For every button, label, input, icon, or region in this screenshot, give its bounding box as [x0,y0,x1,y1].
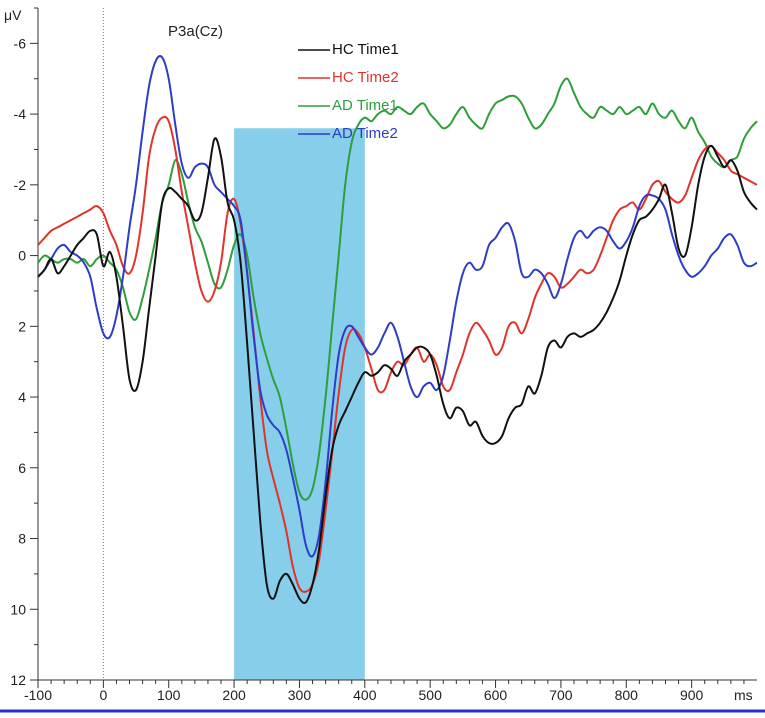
series-line-hc-time2 [37,115,758,593]
y-tick-label: 8 [18,531,26,547]
x-tick-label: 800 [615,687,639,703]
legend: HC Time1 HC Time2 AD Time1 AD Time2 [298,41,399,142]
x-axis-unit-label: ms [734,687,753,703]
axes [0,8,765,713]
y-tick-label: 10 [10,601,26,617]
legend-label-hc-time1: HC Time1 [332,41,399,58]
legend-label-hc-time2: HC Time2 [332,69,399,86]
series-line-ad-time2 [37,55,758,558]
y-tick-label: -2 [14,177,27,193]
x-tick-label: 600 [484,687,508,703]
y-tick-label: 0 [18,248,26,264]
x-tick-label: 200 [222,687,246,703]
text-layer: μV ms P3a(Cz) [4,7,753,703]
y-tick-label: -4 [14,106,27,122]
x-tick-label: 0 [99,687,107,703]
chart-title: P3a(Cz) [168,23,223,40]
x-tick-label: 500 [419,687,443,703]
y-tick-label: 4 [18,389,26,405]
x-tick-label: 100 [157,687,181,703]
y-tick-label: 6 [18,460,26,476]
legend-label-ad-time1: AD Time1 [332,97,398,114]
x-tick-label: 700 [549,687,573,703]
legend-label-ad-time2: AD Time2 [332,125,398,142]
series-layer [37,55,758,605]
y-tick-label: 2 [18,318,26,334]
x-tick-label: -100 [24,687,52,703]
y-tick-label: 12 [10,672,26,688]
y-tick-label: -6 [14,35,27,51]
x-tick-label: 300 [288,687,312,703]
y-axis-unit-label: μV [4,7,22,23]
x-tick-label: 400 [353,687,377,703]
x-tick-label: 900 [680,687,704,703]
series-line-hc-time1 [37,137,758,605]
tick-layer: -100 0 100 200 300 400 500 600 700 800 900 -6 -4 -2 0 2… [10,7,745,703]
series-line-ad-time1 [37,77,758,501]
